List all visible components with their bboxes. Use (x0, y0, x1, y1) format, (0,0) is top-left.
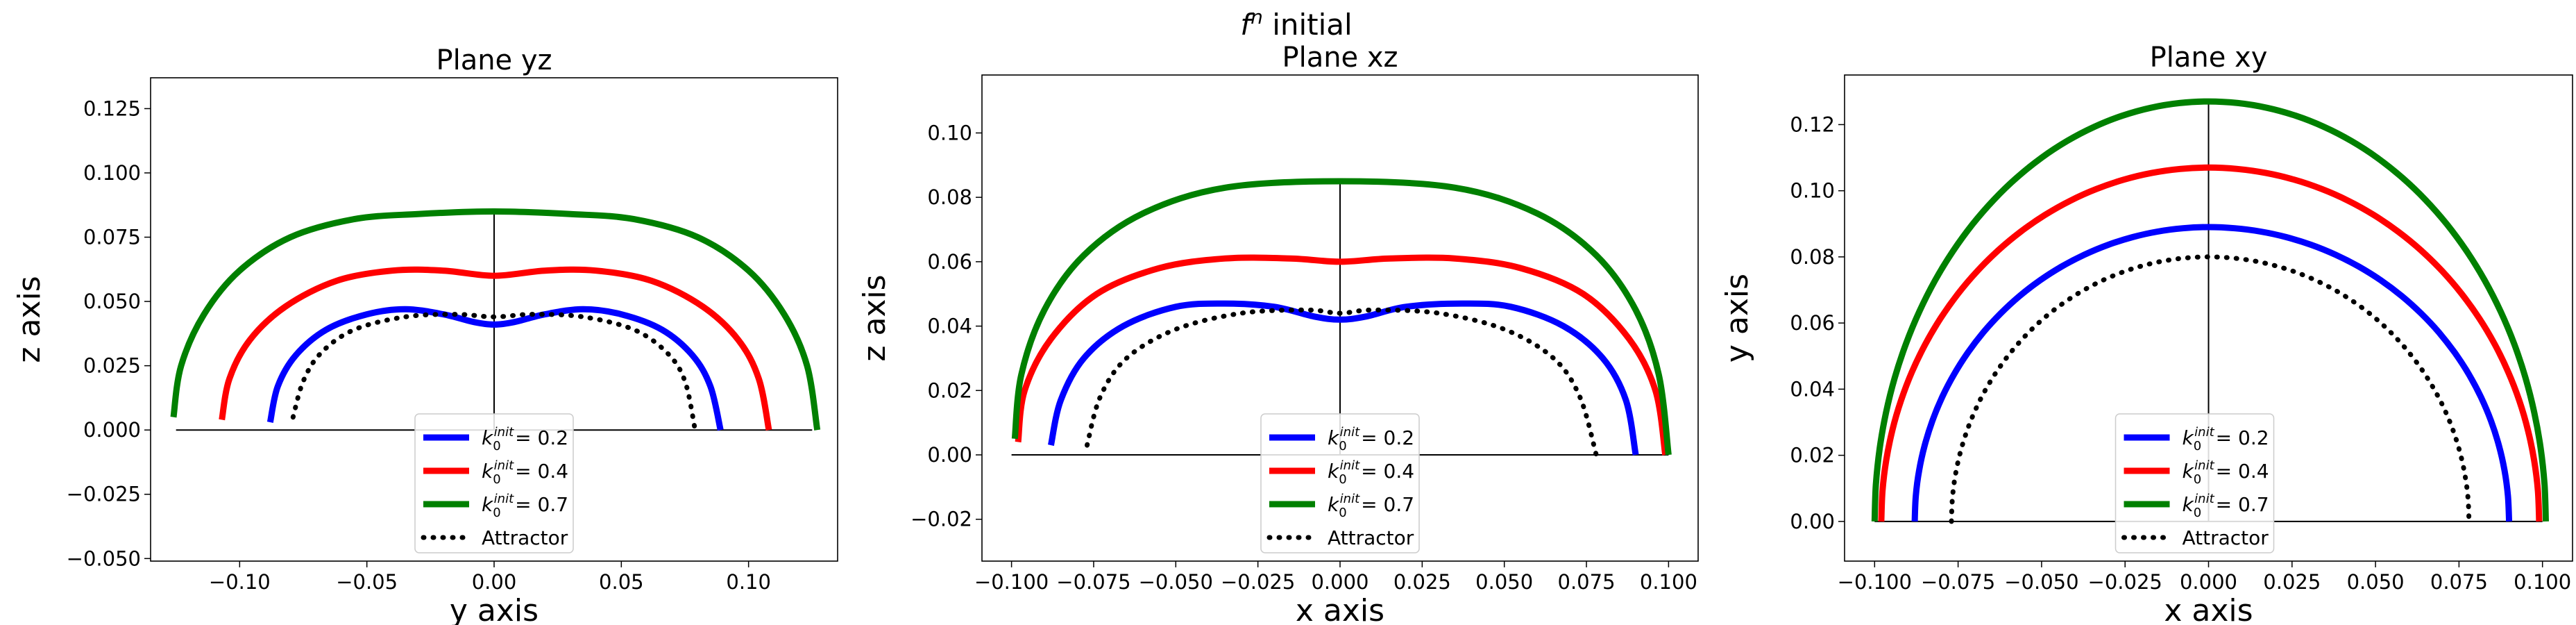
y-tick-label: 0.125 (83, 97, 141, 120)
x-tick-label: −0.050 (1139, 570, 1213, 594)
x-tick-label: 0.05 (599, 570, 644, 594)
x-tick-label: 0.050 (1475, 570, 1533, 594)
legend-box (2115, 413, 2275, 553)
x-axis-label: x axis (2164, 593, 2253, 625)
legend-label-2: k0init= 0.4 (482, 458, 568, 487)
y-tick-label: 0.00 (927, 443, 972, 467)
legend-label-4: Attractor (2183, 526, 2269, 549)
y-tick-label: 0.075 (83, 226, 141, 249)
legend-label-2: k0init= 0.4 (1328, 458, 1414, 487)
series-line-1 (266, 306, 724, 431)
series-line-1 (1047, 300, 1639, 456)
x-axis-label: x axis (1296, 593, 1384, 625)
y-axis-label: z axis (12, 276, 47, 362)
legend: k0init= 0.2 k0init= 0.4 k0init= 0.7 Attract… (2115, 413, 2275, 553)
plot-title: Plane yz (436, 44, 552, 76)
y-tick-label: 0.06 (927, 250, 972, 274)
y-tick-label: 0.08 (1790, 245, 1835, 269)
y-axis-label: z axis (857, 274, 892, 361)
y-tick-label: 0.100 (83, 161, 141, 185)
x-tick-label: −0.050 (2004, 570, 2078, 594)
y-tick-label: 0.02 (927, 378, 972, 402)
plot-title: Plane xy (2150, 42, 2268, 74)
y-tick-label: 0.02 (1790, 444, 1835, 467)
legend-label-2: k0init= 0.4 (2183, 458, 2269, 487)
legend-label-1: k0init= 0.2 (1328, 425, 1414, 453)
y-tick-label: −0.050 (67, 547, 141, 570)
legend: k0init= 0.2 k0init= 0.4 k0init= 0.7 Attract… (414, 413, 574, 553)
series-line-2 (219, 266, 772, 431)
x-tick-label: 0.050 (2347, 570, 2405, 594)
y-tick-label: 0.050 (83, 290, 141, 313)
y-tick-label: 0.04 (1790, 377, 1835, 401)
y-tick-label: 0.025 (83, 354, 141, 378)
x-tick-label: 0.00 (472, 570, 517, 594)
x-tick-label: 0.025 (1393, 570, 1451, 594)
legend-label-3: k0init= 0.7 (482, 492, 568, 520)
chart-panel-3: Plane xy −0.100 −0.075 −0.050 −0.025 0.000 0.0… (1720, 42, 2573, 625)
chart-panel-1: Plane yz −0.10 −0.05 0.00 0.05 0.10 −0.050 −0.0… (12, 44, 838, 625)
x-tick-label: −0.05 (336, 570, 398, 594)
series-line-4 (1949, 254, 2472, 524)
legend-box (1260, 413, 1420, 553)
series-line-2 (1015, 254, 1669, 456)
x-tick-label: −0.100 (974, 570, 1049, 594)
x-tick-label: −0.025 (1221, 570, 1295, 594)
series-line-4 (1085, 307, 1599, 458)
x-tick-label: 0.025 (2263, 570, 2321, 594)
x-tick-label: 0.10 (726, 570, 771, 594)
plot-title: Plane xz (1282, 42, 1398, 74)
x-tick-label: −0.075 (1921, 570, 1995, 594)
legend-label-3: k0init= 0.7 (2183, 492, 2269, 520)
y-tick-label: 0.12 (1790, 112, 1835, 136)
y-tick-label: 0.10 (927, 121, 972, 144)
x-tick-label: −0.075 (1056, 570, 1130, 594)
figure-suptitle: fn initial (1240, 6, 1352, 42)
x-tick-label: 0.100 (2514, 570, 2571, 594)
y-tick-label: 0.10 (1790, 179, 1835, 203)
legend-label-4: Attractor (1328, 526, 1414, 549)
series-line-1 (1911, 224, 2513, 522)
series-line-4 (290, 312, 698, 433)
legend-label-1: k0init= 0.2 (2183, 425, 2269, 453)
y-axis-label: y axis (1720, 274, 1755, 362)
legend-label-1: k0init= 0.2 (482, 425, 568, 453)
x-tick-label: 0.075 (1558, 570, 1616, 594)
x-axis-label: y axis (450, 593, 539, 625)
series-line-2 (1878, 164, 2543, 522)
x-tick-label: 0.000 (1311, 570, 1368, 594)
legend-box (414, 413, 574, 553)
chart-panel-2: Plane xz −0.100 −0.075 −0.050 −0.025 0.000 0.0… (857, 42, 1699, 625)
x-tick-label: 0.075 (2430, 570, 2488, 594)
x-tick-label: −0.100 (1838, 570, 1912, 594)
y-tick-label: −0.025 (67, 483, 141, 506)
series-line-3 (1871, 98, 2549, 522)
y-tick-label: −0.02 (910, 508, 972, 531)
y-tick-label: 0.06 (1790, 311, 1835, 335)
y-tick-label: 0.08 (927, 185, 972, 209)
y-tick-label: 0.000 (83, 418, 141, 442)
x-tick-label: −0.10 (209, 570, 271, 594)
chart-panels: Plane yz −0.10 −0.05 0.00 0.05 0.10 −0.050 −0.0… (12, 42, 2573, 625)
x-tick-label: 0.000 (2180, 570, 2237, 594)
x-tick-label: 0.100 (1640, 570, 1697, 594)
y-tick-label: 0.04 (927, 315, 972, 338)
legend-label-4: Attractor (482, 526, 568, 549)
series-line-3 (170, 208, 821, 431)
legend: k0init= 0.2 k0init= 0.4 k0init= 0.7 Attract… (1260, 413, 1420, 553)
y-tick-label: 0.00 (1790, 510, 1835, 533)
series-line-3 (1011, 178, 1672, 456)
x-tick-label: −0.025 (2088, 570, 2162, 594)
legend-label-3: k0init= 0.7 (1328, 492, 1414, 520)
